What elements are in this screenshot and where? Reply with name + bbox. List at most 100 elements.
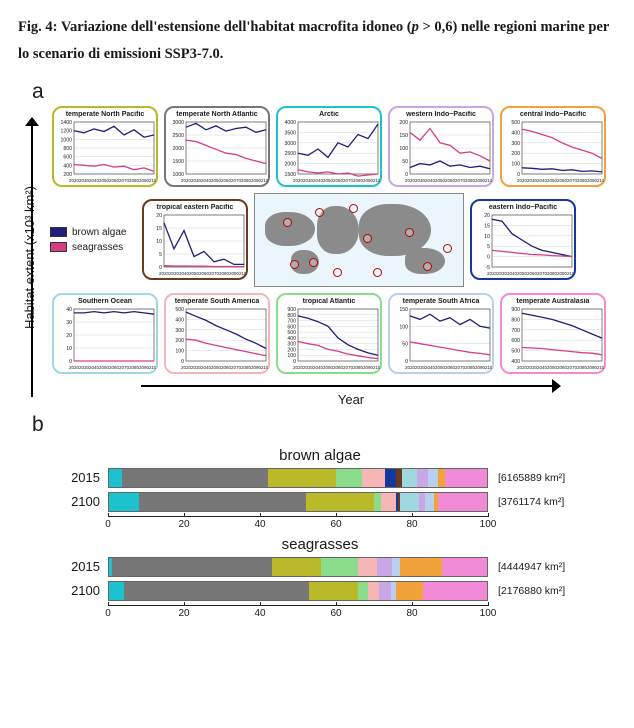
region-marker-icon bbox=[283, 218, 292, 227]
svg-text:2080: 2080 bbox=[129, 178, 140, 183]
svg-text:2030: 2030 bbox=[303, 178, 314, 183]
landmass bbox=[265, 212, 315, 246]
bar-segment bbox=[374, 493, 382, 511]
svg-text:2060: 2060 bbox=[199, 271, 210, 276]
svg-text:2100: 2100 bbox=[261, 178, 268, 183]
svg-text:2040: 2040 bbox=[89, 365, 100, 370]
mini-title: Arctic bbox=[282, 111, 376, 120]
xtick-label: 0 bbox=[105, 519, 111, 530]
region-marker-icon bbox=[423, 262, 432, 271]
up-arrow-icon bbox=[22, 117, 42, 397]
mini-title: temperate North Pacific bbox=[58, 111, 152, 120]
bar-segment bbox=[306, 493, 374, 511]
svg-text:2070: 2070 bbox=[455, 365, 466, 370]
svg-text:2040: 2040 bbox=[313, 365, 324, 370]
bar-segment bbox=[396, 582, 422, 600]
svg-text:2070: 2070 bbox=[455, 178, 466, 183]
stacked-bar bbox=[108, 492, 488, 512]
svg-text:100: 100 bbox=[399, 324, 408, 330]
xtick-label: 100 bbox=[480, 608, 497, 619]
bar-segment bbox=[438, 493, 487, 511]
panel-a-row-bot: Southern Ocean 0102030402020203020402050… bbox=[52, 293, 616, 374]
legend: brown algae seagrasses bbox=[50, 223, 136, 257]
mini-title: temperate North Atlantic bbox=[170, 111, 264, 120]
region-marker-icon bbox=[333, 268, 342, 277]
svg-text:2040: 2040 bbox=[89, 178, 100, 183]
svg-text:2080: 2080 bbox=[577, 365, 588, 370]
bar-total-label: [6165889 km²] bbox=[498, 472, 565, 484]
bar-segment bbox=[336, 469, 362, 487]
panel-a: Habitat extent (x10³ km²) temperate Nort… bbox=[18, 106, 616, 409]
svg-text:500: 500 bbox=[511, 120, 520, 126]
mini-eastern-indo-pacific: eastern Indo−Pacific -505101520202020302… bbox=[470, 199, 576, 280]
svg-text:2100: 2100 bbox=[597, 178, 604, 183]
svg-text:2060: 2060 bbox=[445, 365, 456, 370]
group-title: brown algae bbox=[24, 447, 616, 464]
bar-segment bbox=[268, 469, 336, 487]
mini-title: temperate South Africa bbox=[394, 298, 488, 307]
svg-text:500: 500 bbox=[175, 307, 184, 313]
svg-text:20: 20 bbox=[484, 213, 490, 219]
legend-swatch-brown bbox=[50, 227, 67, 237]
svg-text:200: 200 bbox=[511, 151, 520, 157]
panel-b: brown algae2015[6165889 km²]2100[3761174… bbox=[54, 447, 616, 621]
svg-text:2050: 2050 bbox=[99, 365, 110, 370]
svg-text:2050: 2050 bbox=[211, 365, 222, 370]
svg-text:2030: 2030 bbox=[527, 178, 538, 183]
svg-text:10: 10 bbox=[66, 346, 72, 352]
svg-text:1400: 1400 bbox=[60, 120, 72, 126]
svg-text:2070: 2070 bbox=[231, 365, 242, 370]
svg-text:2070: 2070 bbox=[567, 178, 578, 183]
bar-segment bbox=[109, 493, 139, 511]
svg-text:2020: 2020 bbox=[487, 271, 498, 276]
svg-text:100: 100 bbox=[175, 348, 184, 354]
bar-year-label: 2100 bbox=[54, 494, 108, 509]
svg-text:2080: 2080 bbox=[353, 365, 364, 370]
bar-segment bbox=[122, 469, 268, 487]
mini-chart: central Indo−Pacific 0100200300400500202… bbox=[500, 106, 606, 187]
svg-text:2030: 2030 bbox=[527, 365, 538, 370]
mini-chart: Arctic 150020002500300035004000202020302… bbox=[276, 106, 382, 187]
svg-text:2050: 2050 bbox=[435, 178, 446, 183]
stacked-bar bbox=[108, 581, 488, 601]
mini-chart: temperate South America 0100200300400500… bbox=[164, 293, 270, 374]
mini-chart: tropical eastern Pacific 051015202020203… bbox=[142, 199, 248, 280]
svg-text:2080: 2080 bbox=[241, 365, 252, 370]
svg-text:2050: 2050 bbox=[547, 365, 558, 370]
svg-text:400: 400 bbox=[511, 130, 520, 136]
right-arrow-icon bbox=[141, 378, 561, 394]
svg-text:2030: 2030 bbox=[169, 271, 180, 276]
caption-p: p bbox=[412, 19, 419, 35]
svg-text:2040: 2040 bbox=[507, 271, 518, 276]
svg-text:3000: 3000 bbox=[284, 140, 296, 146]
mini-chart: temperate Australasia 400500600700800900… bbox=[500, 293, 606, 374]
svg-text:2100: 2100 bbox=[597, 365, 604, 370]
svg-text:2080: 2080 bbox=[241, 178, 252, 183]
svg-text:2100: 2100 bbox=[373, 178, 380, 183]
svg-text:2090: 2090 bbox=[229, 271, 240, 276]
svg-text:2090: 2090 bbox=[557, 271, 568, 276]
panel-a-row-mid: brown algae seagrasses tropical eastern … bbox=[50, 193, 616, 287]
svg-text:500: 500 bbox=[287, 330, 296, 336]
svg-text:2060: 2060 bbox=[557, 178, 568, 183]
region-marker-icon bbox=[405, 228, 414, 237]
svg-text:2050: 2050 bbox=[323, 365, 334, 370]
bar-segment bbox=[109, 582, 124, 600]
svg-text:2100: 2100 bbox=[373, 365, 380, 370]
xtick-label: 20 bbox=[178, 519, 189, 530]
xtick-label: 60 bbox=[330, 608, 341, 619]
svg-text:2080: 2080 bbox=[219, 271, 230, 276]
bar-segment bbox=[402, 469, 417, 487]
svg-text:2020: 2020 bbox=[293, 365, 304, 370]
xtick-label: 20 bbox=[178, 608, 189, 619]
stacked-bar bbox=[108, 468, 488, 488]
svg-text:2050: 2050 bbox=[211, 178, 222, 183]
bar-segment bbox=[358, 558, 377, 576]
svg-text:20: 20 bbox=[156, 213, 162, 219]
svg-text:2080: 2080 bbox=[547, 271, 558, 276]
svg-text:2020: 2020 bbox=[159, 271, 170, 276]
svg-text:200: 200 bbox=[175, 338, 184, 344]
svg-text:2020: 2020 bbox=[181, 365, 192, 370]
bar-segment bbox=[423, 582, 487, 600]
mini-title: tropical eastern Pacific bbox=[148, 204, 242, 213]
